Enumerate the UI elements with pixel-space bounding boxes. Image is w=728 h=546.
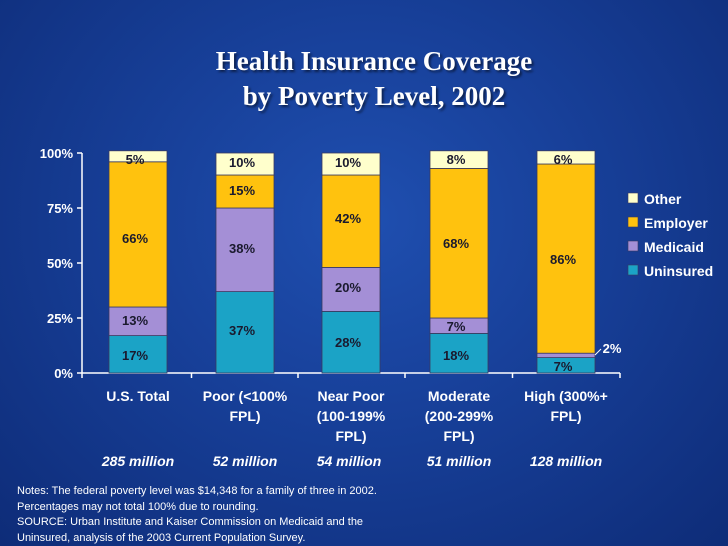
bar-medicaid-0 xyxy=(108,306,168,337)
y-tick-label: 0% xyxy=(54,366,73,381)
data-label-other-1: 10% xyxy=(229,155,255,170)
data-label-medicaid-0: 13% xyxy=(122,313,148,328)
data-label-employer-4: 86% xyxy=(550,252,576,267)
data-label-employer-1: 15% xyxy=(229,183,255,198)
bar-other-4 xyxy=(536,150,596,165)
bar-other-0 xyxy=(108,150,168,163)
data-label-other-4: 6% xyxy=(554,152,573,167)
y-tick-label: 100% xyxy=(40,146,74,161)
data-label-other-3: 8% xyxy=(447,152,466,167)
note-line-4: Uninsured, analysis of the 2003 Current … xyxy=(17,531,306,544)
data-label-uninsured-2: 28% xyxy=(335,335,361,350)
x-category-label-2: Near Poor xyxy=(318,388,385,404)
note-line-1: Notes: The federal poverty level was $14… xyxy=(17,485,377,497)
y-tick-label: 25% xyxy=(47,311,73,326)
legend-label-medicaid: Medicaid xyxy=(644,239,704,255)
population-label-1: 52 million xyxy=(213,453,278,469)
legend-swatch-employer xyxy=(627,216,639,228)
population-label-2: 54 million xyxy=(317,453,382,469)
x-category-label-1: FPL) xyxy=(229,408,260,424)
x-category-label-4: FPL) xyxy=(550,408,581,424)
title-line-2: by Poverty Level, 2002 xyxy=(242,81,506,111)
y-tick-label: 75% xyxy=(47,201,73,216)
bar-uninsured-1 xyxy=(215,291,275,374)
chart-title: Health Insurance Coverage by Poverty Lev… xyxy=(120,44,628,114)
bar-other-1 xyxy=(215,152,275,176)
x-category-label-3: Moderate xyxy=(428,388,490,404)
bar-medicaid-4 xyxy=(536,352,596,359)
data-label-employer-2: 42% xyxy=(335,211,361,226)
legend-label-other: Other xyxy=(644,191,682,207)
x-category-label-3: (200-299% xyxy=(425,408,494,424)
data-label-employer-0: 66% xyxy=(122,231,148,246)
bar-other-2 xyxy=(321,152,381,176)
leader-line xyxy=(594,348,602,356)
title-line-1: Health Insurance Coverage xyxy=(215,46,533,76)
x-category-label-1: Poor (<100% xyxy=(203,388,288,404)
x-category-label-3: FPL) xyxy=(443,428,474,444)
legend-swatch-medicaid xyxy=(627,240,639,252)
y-tick-label: 50% xyxy=(47,256,73,271)
legend-swatch-other xyxy=(627,192,639,204)
bar-uninsured-2 xyxy=(321,310,381,374)
note-line-3: SOURCE: Urban Institute and Kaiser Commi… xyxy=(17,516,364,528)
x-category-label-2: (100-199% xyxy=(317,408,386,424)
bar-employer-1 xyxy=(215,174,275,209)
data-label-other-2: 10% xyxy=(335,155,361,170)
data-label-uninsured-4: 7% xyxy=(554,359,573,374)
bar-medicaid-2 xyxy=(321,266,381,312)
data-label-other-0: 5% xyxy=(126,152,145,167)
bar-employer-2 xyxy=(321,174,381,268)
note-line-2: Percentages may not total 100% due to ro… xyxy=(17,500,259,513)
bar-other-3 xyxy=(429,150,489,169)
footnotes: Notes: The federal poverty level was $14… xyxy=(17,484,457,546)
bar-employer-0 xyxy=(108,161,168,308)
data-label-uninsured-3: 18% xyxy=(443,348,469,363)
data-label-uninsured-1: 37% xyxy=(229,323,255,338)
bar-medicaid-1 xyxy=(215,207,275,292)
legend-swatch-uninsured xyxy=(627,264,639,276)
population-label-4: 128 million xyxy=(530,453,602,469)
population-label-0: 285 million xyxy=(101,453,174,469)
population-label-3: 51 million xyxy=(427,453,492,469)
legend-label-uninsured: Uninsured xyxy=(644,263,713,279)
data-label-medicaid-2: 20% xyxy=(335,280,361,295)
bar-employer-4 xyxy=(536,163,596,354)
x-category-label-2: FPL) xyxy=(335,428,366,444)
data-label-medicaid-3: 7% xyxy=(447,319,466,334)
legend-label-employer: Employer xyxy=(644,215,708,231)
data-label-medicaid-1: 38% xyxy=(229,241,255,256)
bar-uninsured-3 xyxy=(429,332,489,374)
x-category-label-4: High (300%+ xyxy=(524,388,608,404)
data-label-employer-3: 68% xyxy=(443,236,469,251)
data-label-uninsured-0: 17% xyxy=(122,348,148,363)
x-category-label-0: U.S. Total xyxy=(106,388,170,404)
data-label-medicaid-4: 2% xyxy=(603,341,622,356)
